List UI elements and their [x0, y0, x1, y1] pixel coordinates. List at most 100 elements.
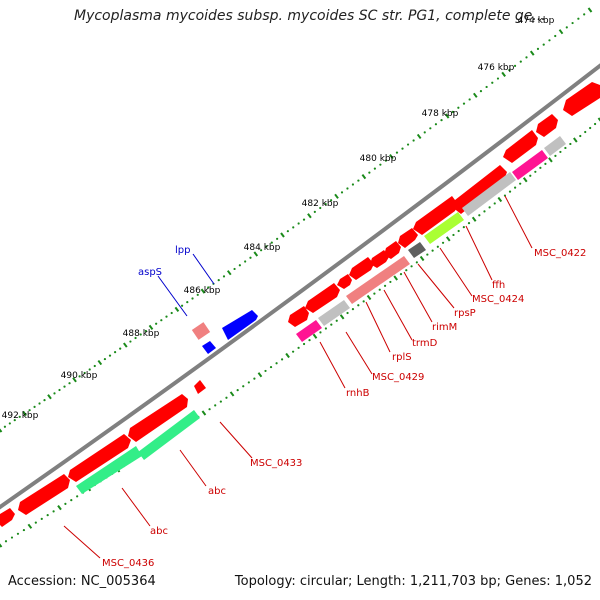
tick-minor [457, 229, 460, 233]
gene-label-rplS[interactable]: rplS [392, 352, 412, 363]
cds-arrow[interactable] [0, 508, 15, 527]
tick-minor [238, 264, 241, 267]
tick-major [472, 92, 478, 98]
leader-abc-1 [179, 449, 207, 487]
leader-aspS [157, 275, 188, 317]
tick-minor [233, 267, 236, 271]
tick-minor [34, 521, 37, 524]
gene-label-rpsP[interactable]: rpsP [454, 308, 476, 319]
tick-minor [351, 308, 355, 311]
tick-major [361, 174, 367, 180]
feature-gray-block[interactable] [544, 136, 566, 156]
kbp-label-482: 482 kbp [302, 199, 339, 209]
tick-minor [346, 187, 349, 190]
tick-minor [43, 399, 46, 402]
tick-minor [217, 279, 220, 282]
gene-label-abc-2[interactable]: abc [150, 526, 168, 537]
tick-minor [52, 510, 55, 513]
cds-arrow[interactable] [384, 241, 401, 259]
leader-abc-2 [121, 487, 151, 527]
gene-label-MSC_0424[interactable]: MSC_0424 [472, 294, 524, 305]
tick-minor [88, 368, 91, 371]
feature-magenta-block[interactable] [512, 150, 548, 180]
cds-arrow[interactable] [413, 196, 458, 235]
tick-minor [440, 119, 443, 122]
gene-label-trmD[interactable]: trmD [412, 338, 438, 349]
tick-minor [247, 381, 250, 384]
tick-minor [191, 297, 194, 300]
gene-label-rimM[interactable]: rimM [432, 322, 457, 333]
tick-minor [426, 253, 429, 256]
feature-small-red[interactable] [194, 380, 206, 394]
cds-arrow[interactable] [536, 114, 558, 137]
cds-arrow[interactable] [68, 434, 131, 482]
cds-arrow[interactable] [452, 165, 507, 214]
cds-arrow[interactable] [398, 228, 418, 248]
gene-label-MSC_0436[interactable]: MSC_0436 [102, 558, 154, 569]
tick-minor [46, 514, 49, 517]
tick-minor [68, 382, 71, 385]
tick-minor [260, 249, 263, 252]
cds-arrow[interactable] [18, 474, 70, 515]
cds-arrow[interactable] [305, 283, 340, 313]
gene-label-rnhB[interactable]: rnhB [346, 388, 370, 399]
feature-gray-long[interactable] [462, 172, 516, 216]
tick-minor [405, 269, 408, 272]
gene-label-MSC_0422[interactable]: MSC_0422 [534, 248, 586, 259]
tick-major [57, 505, 62, 511]
tick-major [366, 294, 372, 301]
tick-minor [565, 26, 568, 29]
feature-lime-block[interactable] [424, 212, 464, 244]
tick-minor [584, 130, 587, 134]
feature-green-long-a[interactable] [138, 410, 200, 460]
tick-minor [401, 147, 404, 150]
cds-arrow[interactable] [349, 257, 374, 280]
tick-minor [579, 134, 582, 138]
leader-lpp [192, 253, 215, 285]
feature-pink-long[interactable] [346, 256, 410, 304]
cds-arrow[interactable] [370, 250, 389, 268]
cds-arrow[interactable] [563, 82, 600, 116]
tick-minor [103, 357, 107, 361]
tick-minor [583, 13, 586, 16]
tick-minor [491, 81, 494, 84]
tick-minor [70, 498, 73, 502]
gene-label-ffh[interactable]: ffh [492, 280, 505, 291]
tick-minor [280, 358, 284, 361]
feature-lpp[interactable] [222, 310, 258, 340]
tick-minor [8, 422, 11, 425]
tick-minor [113, 351, 117, 354]
tick-minor [63, 385, 66, 388]
gene-label-aspS[interactable]: aspS [138, 267, 162, 278]
tick-minor [186, 301, 189, 304]
feature-gray-mid[interactable] [318, 300, 350, 326]
tick-major [148, 324, 154, 330]
feature-pink-small[interactable] [191, 322, 211, 340]
tick-minor [129, 340, 132, 343]
tick-minor [379, 163, 382, 166]
tick-minor [134, 336, 137, 340]
feature-aspS[interactable] [202, 341, 216, 354]
gene-label-lpp[interactable]: lpp [175, 245, 190, 256]
feature-magenta-small[interactable] [296, 320, 322, 342]
gene-labels: lpp aspS MSC_0422 ffh MSC_0424 rpsP rimM… [102, 245, 586, 569]
tick-major [226, 270, 232, 276]
cds-arrow[interactable] [128, 394, 188, 442]
feature-darkgray-block[interactable] [408, 242, 426, 258]
feature-green-long-b[interactable] [76, 446, 142, 494]
gene-label-MSC_0429[interactable]: MSC_0429 [372, 372, 424, 383]
cds-arrow[interactable] [503, 130, 538, 163]
gene-label-MSC_0433[interactable]: MSC_0433 [250, 458, 302, 469]
tick-minor [536, 47, 540, 50]
tick-minor [165, 315, 168, 318]
gene-label-abc-1[interactable]: abc [208, 486, 226, 497]
tick-minor [496, 77, 500, 80]
cds-arrow[interactable] [288, 306, 309, 327]
tick-major [97, 359, 103, 366]
tick-minor [93, 364, 96, 368]
tick-minor [324, 327, 327, 330]
tick-major [200, 288, 206, 294]
cds-arrow[interactable] [337, 274, 352, 289]
tick-minor [368, 171, 371, 174]
